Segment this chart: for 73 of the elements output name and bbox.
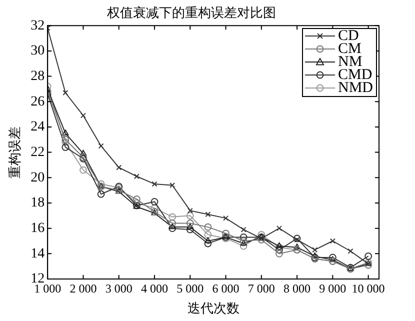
point [312, 247, 318, 253]
point [204, 223, 212, 231]
point [276, 242, 282, 248]
point [168, 224, 176, 232]
point [186, 212, 194, 220]
y-tick-label: 22 [30, 144, 45, 160]
point [132, 195, 140, 203]
x-tick-label: 10 000 [352, 281, 385, 296]
point [116, 164, 122, 170]
y-tick-label: 30 [30, 44, 45, 59]
y-tick-label: 16 [30, 220, 45, 236]
point [62, 130, 69, 136]
x-tick-label: 5 000 [176, 281, 204, 296]
y-tick-label: 26 [30, 94, 45, 110]
point [97, 190, 105, 198]
point [240, 233, 248, 241]
chart-title: 权值衰减下的重构误差对比图 [106, 5, 276, 20]
y-tick-label: 18 [30, 196, 45, 211]
y-axis-title: 重构误差 [7, 126, 22, 178]
x-tick-label: 6 000 [212, 281, 240, 296]
point [187, 208, 193, 214]
point [168, 213, 176, 221]
point [150, 198, 158, 206]
point [330, 238, 336, 244]
point [294, 244, 300, 250]
y-tick-label: 24 [30, 120, 45, 135]
point [312, 252, 318, 258]
y-tick-label: 20 [30, 170, 45, 186]
point [329, 256, 336, 262]
point [204, 240, 212, 248]
point [240, 226, 246, 232]
point [204, 230, 212, 238]
point [204, 237, 212, 244]
point [186, 220, 194, 227]
point [205, 212, 211, 218]
point [364, 252, 372, 260]
point [348, 248, 354, 254]
point [222, 230, 230, 238]
point [80, 166, 87, 174]
x-tick-label: 3 000 [105, 281, 132, 296]
x-tick-label: 8 000 [284, 281, 311, 296]
y-tick-label: 28 [30, 68, 45, 84]
point [62, 136, 70, 144]
x-tick-label: 2 000 [70, 281, 97, 296]
point [168, 220, 176, 227]
point [62, 144, 70, 151]
point [150, 204, 158, 212]
x-tick-label: 9 000 [319, 281, 346, 296]
point [240, 242, 248, 250]
x-axis-title: 迭代次数 [187, 300, 240, 316]
point [276, 244, 283, 252]
point [62, 90, 68, 96]
point [294, 236, 300, 242]
point [80, 112, 86, 118]
point [134, 174, 140, 180]
point [276, 226, 282, 232]
y-tick-label: 14 [30, 246, 45, 262]
x-tick-label: 7 000 [248, 281, 275, 296]
x-tick-label: 4 000 [141, 281, 168, 296]
point [170, 182, 176, 188]
point [169, 223, 176, 230]
point [293, 234, 301, 242]
point [223, 215, 229, 221]
point [98, 143, 104, 149]
point [152, 181, 158, 187]
x-tick-label: 1 000 [34, 281, 62, 296]
y-tick-label: 32 [30, 18, 45, 34]
point [276, 250, 283, 258]
point [186, 223, 194, 230]
point [62, 138, 70, 146]
point [276, 246, 283, 254]
point [80, 150, 87, 156]
point [240, 240, 247, 246]
